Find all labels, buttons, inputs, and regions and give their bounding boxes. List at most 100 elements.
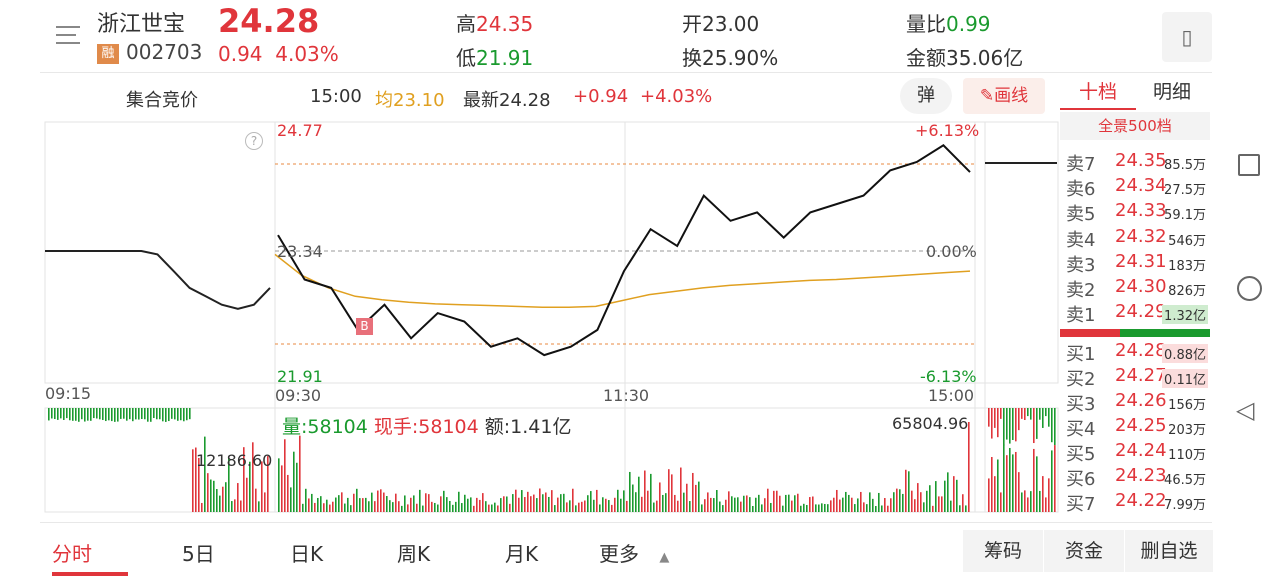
order-buy-row[interactable]: 买4 24.25 203万 — [1060, 415, 1210, 440]
order-sell-row[interactable]: 卖2 24.30 826万 — [1060, 276, 1210, 301]
volume-bar — [464, 494, 466, 512]
volume-bar — [443, 490, 445, 512]
auction-volume-bar — [111, 408, 113, 422]
volume-info: 量:58104 现手:58104 额:1.41亿 — [282, 416, 572, 438]
volume-bar — [461, 503, 463, 512]
volume-bar — [713, 498, 715, 512]
volume-bar — [497, 505, 499, 512]
tab-more[interactable]: 更多 ▲ — [599, 542, 670, 566]
level-label: 卖1 — [1066, 305, 1096, 327]
order-sell-row[interactable]: 卖5 24.33 59.1万 — [1060, 200, 1210, 225]
pencil-icon: ✎ — [979, 86, 995, 106]
auction-volume-bar — [99, 408, 101, 420]
volume-bar — [794, 495, 796, 512]
volume-bar — [911, 490, 913, 512]
auction-volume-bar — [204, 436, 206, 512]
home-icon[interactable] — [1237, 276, 1262, 301]
order-buy-row[interactable]: 买6 24.23 46.5万 — [1060, 465, 1210, 490]
chips-button[interactable]: 筹码 — [963, 530, 1043, 572]
volume-bar — [752, 505, 754, 512]
order-sell-row[interactable]: 卖1 24.29 1.32亿 — [1060, 301, 1210, 326]
auction-volume-bar — [159, 408, 161, 420]
remove-watchlist-button[interactable]: 删自选 — [1125, 530, 1213, 572]
recent-apps-icon[interactable] — [1238, 154, 1260, 176]
auction-volume-bar — [147, 408, 149, 422]
tab-monthly-k[interactable]: 月K — [505, 542, 539, 566]
volume-bar — [401, 505, 403, 512]
menu-icon[interactable] — [56, 22, 84, 46]
volume-bar — [509, 503, 511, 512]
tab-ten-levels[interactable]: 十档 — [1060, 76, 1136, 110]
buy-marker[interactable]: B — [356, 318, 373, 335]
after-volume-bar — [1024, 408, 1026, 421]
volume-bar — [476, 497, 478, 512]
after-volume-bar — [1021, 408, 1023, 419]
funds-button[interactable]: 资金 — [1044, 530, 1124, 572]
auction-volume-bar — [72, 408, 74, 421]
tab-intraday[interactable]: 分时 — [52, 542, 92, 566]
volume-bar — [917, 483, 919, 512]
volume-bar — [710, 497, 712, 512]
time-0915: 09:15 — [45, 384, 92, 403]
volume-bar — [725, 499, 727, 512]
help-icon[interactable]: ? — [245, 132, 263, 150]
volume-bar — [605, 498, 607, 512]
order-buy-row[interactable]: 买1 24.28 0.88亿 — [1060, 340, 1210, 365]
auction-volume-bar — [195, 447, 197, 512]
auction-volume-bar — [249, 461, 251, 512]
volume-bar — [644, 470, 646, 512]
volume-bar — [665, 493, 667, 512]
bullet-comment-button[interactable]: 弹 — [900, 78, 952, 114]
volume-bar — [533, 494, 535, 512]
info-latest: 最新24.28 — [463, 90, 551, 111]
tab-weekly-k[interactable]: 周K — [397, 542, 431, 566]
after-volume-bar — [1012, 408, 1014, 440]
tab-details[interactable]: 明细 — [1152, 81, 1191, 103]
auction-volume-bar — [246, 477, 248, 512]
level-volume: 156万 — [1168, 398, 1206, 413]
volume-bar — [749, 497, 751, 512]
level-volume: 826万 — [1168, 284, 1206, 299]
device-toggle-button[interactable]: ▯ — [1162, 12, 1212, 62]
auction-volume-bar — [207, 473, 209, 512]
volume-bar — [878, 492, 880, 512]
order-buy-row[interactable]: 买7 24.22 7.99万 — [1060, 490, 1210, 515]
volume-bar — [437, 504, 439, 512]
auction-volume-bar — [132, 408, 134, 422]
order-sell-row[interactable]: 卖3 24.31 183万 — [1060, 251, 1210, 276]
auction-volume-bar — [183, 408, 185, 422]
draw-line-button[interactable]: ✎画线 — [963, 78, 1045, 114]
back-icon[interactable]: ◁ — [1236, 396, 1255, 424]
after-volume-bar — [1000, 408, 1002, 419]
order-buy-row[interactable]: 买2 24.27 0.11亿 — [1060, 365, 1210, 390]
order-sell-row[interactable]: 卖6 24.34 27.5万 — [1060, 175, 1210, 200]
tab-5day[interactable]: 5日 — [182, 542, 215, 566]
volume-bar — [731, 496, 733, 512]
volume-bar — [323, 503, 325, 512]
high-stat: 高24.35 — [456, 12, 534, 36]
volume-bar — [470, 497, 472, 512]
volume-bar — [944, 480, 946, 512]
full-500-levels-button[interactable]: 全景500档 — [1060, 112, 1210, 140]
auction-volume-bar — [258, 501, 260, 512]
auction-volume-bar — [261, 461, 263, 512]
after-volume-bar — [997, 408, 999, 438]
volume-bar — [587, 495, 589, 512]
order-buy-row[interactable]: 买5 24.24 110万 — [1060, 440, 1210, 465]
volume-bar — [815, 504, 817, 512]
order-sell-row[interactable]: 卖7 24.35 85.5万 — [1060, 150, 1210, 175]
volume-bar — [536, 498, 538, 512]
level-price: 24.30 — [1115, 276, 1167, 297]
auction-volume-bar — [240, 500, 242, 512]
tab-daily-k[interactable]: 日K — [290, 542, 324, 566]
volume-bar — [296, 462, 298, 512]
volume-max-label: 65804.96 — [892, 414, 969, 433]
volume-bar — [488, 504, 490, 512]
volume-bar — [335, 497, 337, 512]
order-buy-row[interactable]: 买3 24.26 156万 — [1060, 390, 1210, 415]
after-volume-bar — [1054, 408, 1056, 446]
order-sell-row[interactable]: 卖4 24.32 546万 — [1060, 226, 1210, 251]
average-price-line — [274, 253, 971, 308]
volume-bar — [761, 504, 763, 512]
level-price: 24.29 — [1115, 301, 1167, 323]
